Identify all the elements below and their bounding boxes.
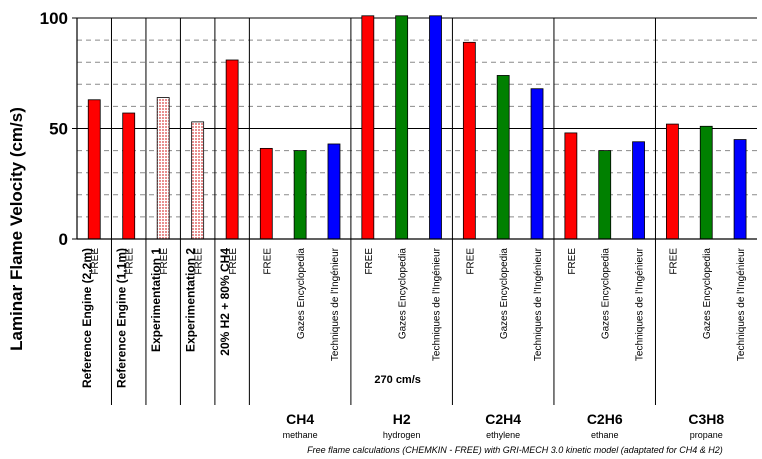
- axes: 0 50 100: [40, 9, 757, 249]
- source-label: Gazes Encyclopedia: [601, 248, 612, 340]
- y-tick-label: 100: [40, 9, 68, 28]
- group-label: C2H6: [587, 411, 623, 427]
- bar-h2: [395, 15, 409, 240]
- bar-h2: [429, 15, 442, 240]
- source-label: Gazes Encyclopedia: [702, 248, 713, 340]
- group-label: Experimentation 1: [149, 248, 163, 352]
- source-label: FREE: [90, 248, 101, 275]
- bar-experimentation-2: [191, 121, 205, 240]
- bar-reference-engine-2-2m-: [87, 99, 101, 240]
- group-sublabel: methane: [283, 430, 318, 440]
- gridlines: [77, 17, 757, 218]
- source-label: Gazes Encyclopedia: [398, 248, 409, 340]
- bar-c2h4: [530, 88, 544, 240]
- source-label: FREE: [228, 248, 239, 275]
- overflow-annotation: 270 cm/s: [374, 374, 420, 386]
- bar-experimentation-1: [156, 97, 170, 240]
- source-label: FREE: [364, 248, 375, 275]
- bar-c2h4: [496, 75, 510, 240]
- group-sublabel: propane: [690, 430, 723, 440]
- bar-reference-engine-1-1m-: [122, 112, 136, 240]
- group-label: H2: [393, 411, 411, 427]
- group-sublabel: hydrogen: [383, 430, 421, 440]
- source-label: Techniques de l'Ingénieur: [635, 247, 646, 361]
- bar-c2h4: [462, 41, 476, 240]
- bar-ch4: [259, 147, 273, 240]
- source-label: Techniques de l'Ingénieur: [533, 247, 544, 361]
- y-tick-label: 0: [59, 230, 68, 249]
- source-label: FREE: [465, 248, 476, 275]
- group-label: 20% H2 + 80% CH4: [218, 248, 232, 356]
- source-label: FREE: [159, 248, 170, 275]
- source-label: Techniques de l'Ingénieur: [736, 247, 747, 361]
- group-label: Reference Engine (1,1m): [114, 248, 128, 388]
- source-label: Gazes Encyclopedia: [499, 248, 510, 340]
- y-axis-label: Laminar Flame Velocity (cm/s): [7, 107, 26, 351]
- bar-h2: [361, 15, 375, 240]
- group-label: CH4: [286, 411, 314, 427]
- bar-c2h6: [564, 132, 578, 240]
- source-label: Techniques de l'Ingénieur: [432, 247, 443, 361]
- source-label: FREE: [262, 248, 273, 275]
- bar-c3h8: [699, 125, 713, 240]
- y-tick-label: 50: [49, 120, 68, 139]
- source-label: FREE: [125, 248, 136, 275]
- bar-c2h6: [598, 150, 612, 240]
- bar-c3h8: [665, 123, 679, 240]
- bar-c3h8: [733, 139, 747, 240]
- group-separators: [110, 18, 656, 405]
- source-label: FREE: [668, 248, 679, 275]
- footnote: Free flame calculations (CHEMKIN - FREE)…: [307, 445, 723, 455]
- source-label: Techniques de l'Ingénieur: [330, 247, 341, 361]
- source-label: Gazes Encyclopedia: [296, 248, 307, 340]
- group-sublabel: ethane: [591, 430, 619, 440]
- source-label: FREE: [567, 248, 578, 275]
- group-label: Experimentation 2: [183, 248, 197, 352]
- group-label: C2H4: [485, 411, 521, 427]
- bar-ch4: [327, 143, 341, 240]
- bars: [87, 15, 747, 240]
- group-sublabel: ethylene: [486, 430, 520, 440]
- bar-ch4: [293, 150, 307, 240]
- bar-c2h6: [632, 141, 645, 240]
- group-label: Reference Engine (2,2m): [80, 248, 94, 388]
- source-label: FREE: [194, 248, 205, 275]
- bar-20-h2-80-ch4: [225, 59, 239, 240]
- group-label: C3H8: [688, 411, 724, 427]
